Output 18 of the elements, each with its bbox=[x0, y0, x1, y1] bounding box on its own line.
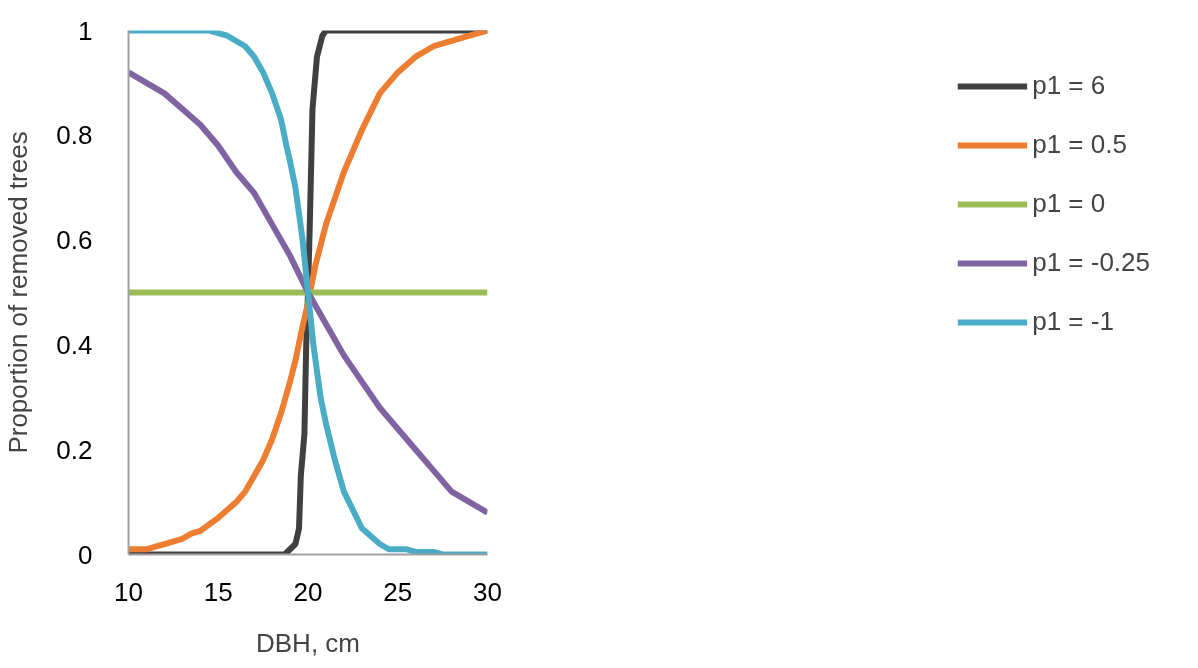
x-axis-title: DBH, cm bbox=[256, 627, 360, 658]
y-axis-title: Proportion of removed trees bbox=[3, 131, 34, 454]
legend-label: p1 = 6 bbox=[1032, 70, 1106, 101]
legend-label: p1 = 0.5 bbox=[1032, 129, 1127, 160]
x-tick-label: 15 bbox=[203, 576, 233, 607]
y-tick-label: 0.8 bbox=[56, 120, 93, 151]
y-tick-label: 0.6 bbox=[56, 225, 93, 256]
y-tick-label: 0 bbox=[78, 539, 93, 570]
x-tick-label: 25 bbox=[383, 576, 413, 607]
legend-label: p1 = 0 bbox=[1032, 188, 1106, 219]
x-tick-label: 20 bbox=[293, 576, 323, 607]
legend-label: p1 = -0.25 bbox=[1032, 247, 1150, 278]
y-tick-label: 0.2 bbox=[56, 434, 93, 465]
x-tick-label: 10 bbox=[114, 576, 143, 607]
y-tick-label: 1 bbox=[78, 15, 93, 46]
legend-label: p1 = -1 bbox=[1032, 306, 1114, 337]
y-tick-label: 0.4 bbox=[56, 329, 93, 360]
x-tick-label: 30 bbox=[473, 576, 502, 607]
